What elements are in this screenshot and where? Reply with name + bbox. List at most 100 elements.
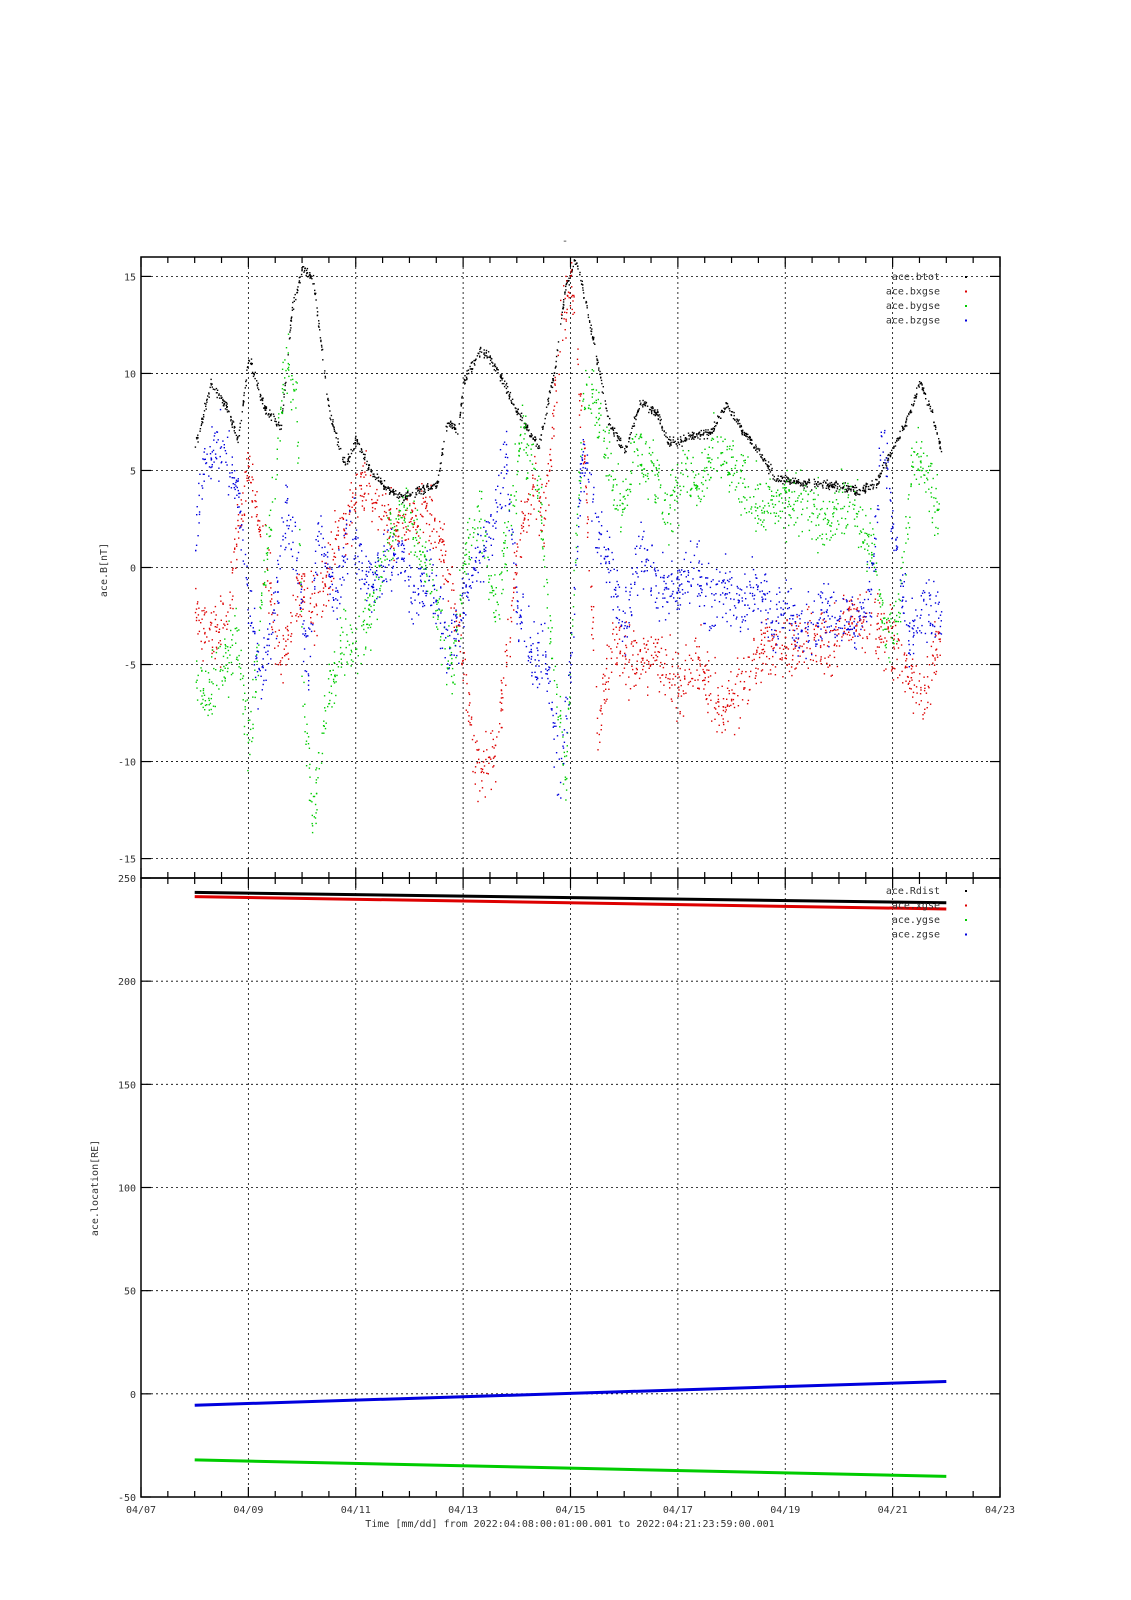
data-point	[906, 675, 909, 678]
data-point	[270, 582, 272, 584]
data-point	[910, 454, 912, 457]
data-point	[338, 448, 340, 450]
data-point	[908, 494, 910, 496]
data-point	[900, 644, 903, 646]
data-point	[330, 692, 333, 695]
data-point	[494, 593, 497, 595]
data-point	[878, 589, 881, 591]
data-point	[465, 376, 468, 378]
data-point	[354, 443, 357, 445]
data-point	[415, 515, 417, 517]
data-point	[799, 655, 801, 657]
data-point	[885, 668, 887, 670]
data-point	[696, 504, 698, 507]
data-point	[857, 598, 859, 600]
data-point	[397, 536, 399, 538]
data-point	[917, 385, 920, 387]
data-point	[586, 501, 588, 504]
data-point	[694, 679, 696, 681]
series-ace-bygse	[195, 333, 940, 834]
data-point	[206, 399, 208, 401]
data-point	[828, 500, 831, 503]
data-point	[582, 292, 585, 294]
data-point	[674, 440, 676, 443]
data-point	[890, 627, 893, 629]
data-point	[936, 654, 938, 656]
data-point	[423, 568, 425, 570]
data-point	[487, 356, 489, 358]
data-point	[266, 580, 269, 582]
data-point	[598, 391, 600, 394]
data-point	[726, 403, 729, 405]
data-point	[888, 631, 890, 633]
data-point	[393, 529, 396, 532]
data-point	[368, 467, 370, 469]
data-point	[204, 631, 206, 634]
data-point	[880, 613, 883, 615]
data-point	[293, 388, 295, 391]
data-point	[928, 465, 930, 468]
data-point	[442, 541, 444, 543]
data-point	[418, 486, 420, 488]
data-point	[524, 518, 526, 520]
data-point	[232, 595, 234, 597]
data-point	[642, 657, 644, 659]
data-point	[225, 664, 227, 666]
data-point	[526, 454, 529, 456]
data-point	[893, 638, 895, 640]
data-point	[536, 484, 539, 487]
data-point	[771, 495, 773, 497]
data-point	[776, 479, 778, 481]
data-point	[418, 558, 420, 560]
data-point	[199, 430, 201, 432]
data-point	[851, 615, 854, 618]
data-point	[925, 491, 927, 493]
data-point	[908, 412, 910, 415]
data-point	[890, 612, 892, 614]
data-point	[754, 446, 756, 449]
data-point	[592, 616, 595, 619]
data-point	[750, 443, 753, 445]
data-point	[335, 437, 337, 439]
data-point	[579, 274, 581, 276]
data-point	[775, 630, 777, 632]
data-point	[597, 437, 600, 439]
data-point	[772, 478, 774, 480]
data-point	[303, 681, 305, 684]
data-point	[631, 427, 633, 429]
data-point	[295, 388, 297, 391]
data-point	[912, 405, 914, 407]
data-point	[479, 348, 481, 350]
data-point	[712, 438, 715, 440]
data-point	[581, 284, 584, 286]
data-point	[845, 527, 847, 529]
data-point	[638, 408, 640, 410]
data-point	[593, 401, 596, 404]
data-point	[443, 561, 445, 564]
data-point	[434, 519, 436, 521]
data-point	[529, 494, 531, 496]
data-point	[327, 398, 329, 401]
data-point	[684, 678, 686, 680]
data-point	[271, 598, 273, 600]
data-point	[744, 497, 746, 499]
data-point	[722, 463, 725, 465]
data-point	[600, 729, 602, 731]
data-point	[553, 372, 556, 374]
data-point	[315, 769, 317, 771]
data-point	[887, 457, 890, 460]
data-point	[390, 519, 392, 521]
data-point	[356, 441, 359, 443]
data-point	[598, 435, 600, 438]
data-point	[430, 498, 433, 501]
data-point	[565, 283, 568, 285]
data-point	[321, 752, 324, 755]
data-point	[806, 647, 808, 649]
data-point	[417, 489, 420, 491]
data-point	[778, 495, 781, 497]
data-point	[876, 479, 878, 481]
data-point	[473, 519, 476, 521]
data-point	[701, 490, 704, 492]
data-point	[712, 430, 715, 432]
data-point	[731, 689, 733, 691]
